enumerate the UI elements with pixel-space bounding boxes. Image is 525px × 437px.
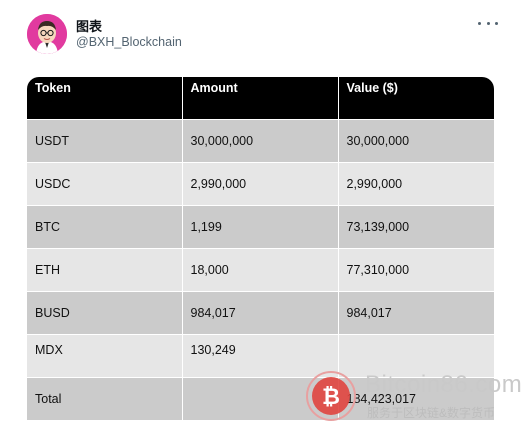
value-cell: 77,310,000: [338, 247, 494, 291]
token-table: Token Amount Value ($) USDT 30,000,000 3…: [27, 77, 494, 420]
value-cell: 30,000,000: [338, 118, 494, 162]
svg-text:₿: ₿: [322, 385, 340, 410]
avatar-image: [27, 14, 67, 54]
column-header-amount: Amount: [182, 77, 339, 119]
amount-cell: 1,199: [182, 204, 339, 248]
table-header-row: Token Amount Value ($): [27, 77, 494, 119]
total-label-cell: Total: [27, 376, 183, 420]
value-cell: [338, 333, 494, 377]
total-value-cell: 184,423,017: [338, 376, 494, 420]
more-dot: [478, 21, 481, 25]
value-cell: 984,017: [338, 290, 494, 334]
column-header-token: Token: [27, 77, 183, 119]
table-row: MDX 130,249: [27, 333, 494, 377]
more-dot: [486, 21, 490, 25]
token-cell: BTC: [27, 204, 183, 248]
token-cell: ETH: [27, 247, 183, 291]
token-cell: USDC: [27, 161, 183, 205]
more-horizontal-icon[interactable]: [478, 16, 498, 30]
token-cell: MDX: [27, 333, 183, 377]
amount-cell: 2,990,000: [182, 161, 339, 205]
watermark-title: Bitcoin86.com: [365, 371, 523, 398]
value-cell: 73,139,000: [338, 204, 494, 248]
table-row: BTC 1,199 73,139,000: [27, 204, 494, 248]
table-row: ETH 18,000 77,310,000: [27, 247, 494, 291]
value-cell: 2,990,000: [338, 161, 494, 205]
total-amount-cell: [182, 376, 339, 420]
more-dot: [495, 21, 498, 25]
amount-cell: 18,000: [182, 247, 339, 291]
table-row: BUSD 984,017 984,017: [27, 290, 494, 334]
table-row-total: Total 184,423,017: [27, 376, 494, 420]
token-cell: BUSD: [27, 290, 183, 334]
table-row: USDT 30,000,000 30,000,000: [27, 118, 494, 162]
user-handle[interactable]: @BXH_Blockchain: [76, 35, 182, 49]
amount-cell: 30,000,000: [182, 118, 339, 162]
display-name[interactable]: 图表: [76, 19, 103, 34]
amount-cell: 130,249: [182, 333, 339, 377]
watermark-subtitle: 服务于区块链&数字货币: [367, 406, 496, 420]
bitcoin-logo-icon: ₿: [306, 371, 356, 421]
column-header-value: Value ($): [338, 77, 494, 119]
avatar[interactable]: [27, 14, 67, 54]
table-row: USDC 2,990,000 2,990,000: [27, 161, 494, 205]
tweet-media-table[interactable]: Token Amount Value ($) USDT 30,000,000 3…: [27, 77, 494, 427]
amount-cell: 984,017: [182, 290, 339, 334]
token-cell: USDT: [27, 118, 183, 162]
